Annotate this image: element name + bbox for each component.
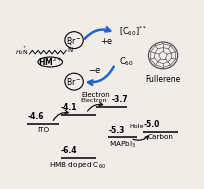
Text: Br$^-$: Br$^-$ bbox=[66, 35, 81, 46]
Text: -6.4: -6.4 bbox=[60, 146, 77, 155]
Text: −e: −e bbox=[87, 66, 100, 75]
Text: [C$_{60}$]$^{**}$: [C$_{60}$]$^{**}$ bbox=[119, 24, 146, 38]
Text: $^+$: $^+$ bbox=[68, 43, 73, 48]
Text: $^+$: $^+$ bbox=[22, 45, 27, 50]
Text: Hole: Hole bbox=[129, 124, 143, 129]
Text: ITO: ITO bbox=[37, 127, 49, 133]
Text: Br$^-$: Br$^-$ bbox=[66, 76, 81, 87]
Text: HMB doped C$_{60}$: HMB doped C$_{60}$ bbox=[49, 161, 106, 171]
Text: -5.3: -5.3 bbox=[108, 126, 124, 135]
Text: -5.0: -5.0 bbox=[142, 120, 159, 129]
Text: -4.1: -4.1 bbox=[60, 103, 77, 112]
Text: HM$^{2+}$: HM$^{2+}$ bbox=[38, 56, 62, 68]
Text: Carbon: Carbon bbox=[147, 134, 173, 140]
Text: -3.7: -3.7 bbox=[111, 95, 128, 104]
Text: -4.6: -4.6 bbox=[27, 112, 43, 121]
Text: $H_2$N: $H_2$N bbox=[15, 48, 28, 57]
Text: C$_{60}$: C$_{60}$ bbox=[119, 56, 134, 68]
Text: N: N bbox=[67, 47, 72, 53]
Text: Fullerene: Fullerene bbox=[144, 75, 179, 84]
Text: Electron: Electron bbox=[80, 98, 107, 103]
Text: MAPbI$_3$: MAPbI$_3$ bbox=[109, 140, 135, 150]
Text: Electron: Electron bbox=[81, 92, 109, 98]
Text: +e: +e bbox=[99, 37, 111, 46]
